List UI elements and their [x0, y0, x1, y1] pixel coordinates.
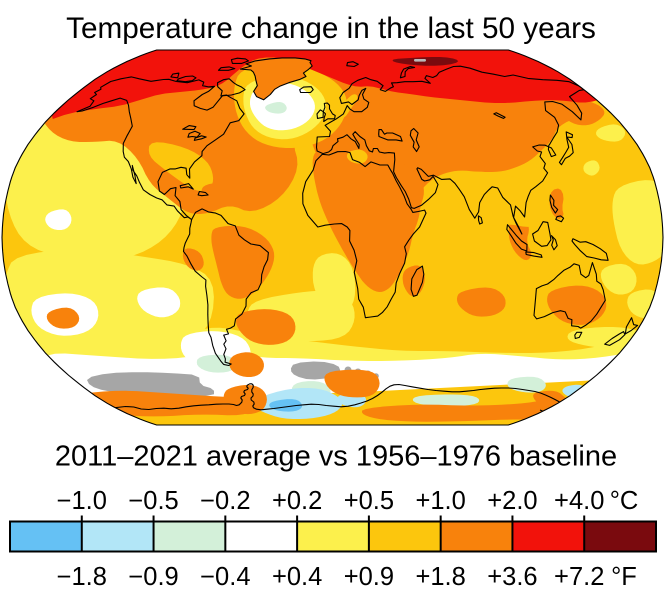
svg-text:+7.2: +7.2: [554, 563, 604, 591]
svg-text:−0.5: −0.5: [128, 487, 178, 515]
svg-text:−0.9: −0.9: [128, 563, 178, 591]
svg-text:°F: °F: [611, 563, 637, 591]
svg-text:+0.9: +0.9: [344, 563, 394, 591]
svg-text:−0.4: −0.4: [200, 563, 250, 591]
svg-text:+3.6: +3.6: [487, 563, 537, 591]
svg-text:+0.5: +0.5: [344, 487, 394, 515]
svg-text:+1.8: +1.8: [415, 563, 465, 591]
svg-text:Temperature change in the last: Temperature change in the last 50 years: [66, 12, 596, 45]
svg-text:+0.4: +0.4: [272, 563, 322, 591]
svg-text:+4.0: +4.0: [554, 487, 604, 515]
svg-text:+2.0: +2.0: [487, 487, 537, 515]
svg-text:−1.0: −1.0: [57, 487, 107, 515]
svg-text:2011–2021 average vs 1956–1976: 2011–2021 average vs 1956–1976 baseline: [55, 441, 617, 473]
svg-text:+1.0: +1.0: [415, 487, 465, 515]
svg-text:+0.2: +0.2: [272, 487, 322, 515]
svg-text:−1.8: −1.8: [57, 563, 107, 591]
svg-text:−0.2: −0.2: [200, 487, 250, 515]
svg-text:°C: °C: [610, 487, 639, 515]
